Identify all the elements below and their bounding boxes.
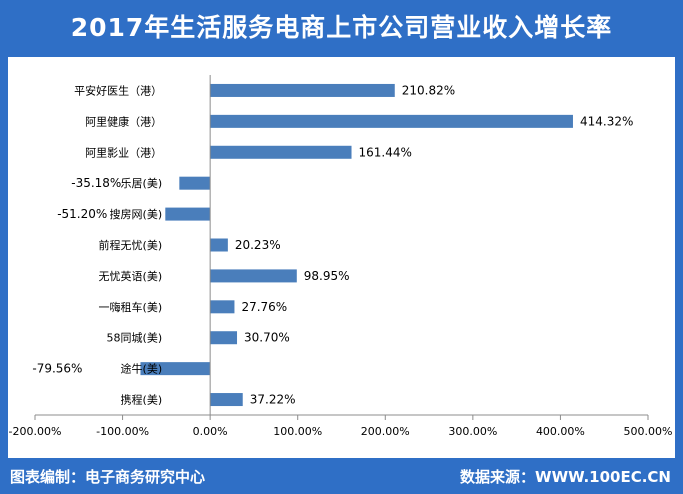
footer-source: 数据来源：WWW.100EC.CN [460, 468, 671, 486]
category-label-7: 一嗨租车(美) [99, 300, 163, 314]
value-label-2: 161.44% [359, 145, 412, 159]
x-tick-label-4: 200.00% [361, 425, 410, 438]
value-label-0: 210.82% [402, 83, 455, 97]
x-tick-label-6: 400.00% [536, 425, 585, 438]
x-tick-label-2: 0.00% [193, 425, 228, 438]
axis-group: -200.00% -100.00% 0.00% 100.00% 200.00% 300.0… [9, 75, 673, 438]
bar-7 [210, 300, 235, 314]
bar-2 [210, 145, 352, 159]
value-label-3: -35.18% [71, 176, 121, 190]
category-label-1: 阿里健康（港） [85, 114, 162, 128]
bar-0 [210, 83, 395, 97]
value-label-1: 414.32% [580, 114, 633, 128]
bar-10 [210, 393, 243, 407]
bar-chart: 平安好医生（港） 阿里健康（港） 阿里影业（港） 乐居(美) 搜房网(美) 前程无忧(美)… [9, 75, 673, 438]
category-label-8: 58同城(美) [107, 332, 163, 345]
x-tick-label-7: 500.00% [624, 425, 673, 438]
category-label-2: 阿里影业（港） [85, 146, 162, 159]
x-tick-label-3: 100.00% [273, 425, 322, 438]
plot-panel: 平安好医生（港） 阿里健康（港） 阿里影业（港） 乐居(美) 搜房网(美) 前程无忧(美)… [8, 57, 675, 458]
bar-4 [165, 207, 211, 221]
bar-8 [210, 331, 238, 345]
value-label-10: 37.22% [250, 393, 296, 407]
value-label-4: -51.20% [57, 207, 107, 221]
value-label-9: -79.56% [32, 362, 82, 376]
x-tick-label-0: -200.00% [9, 425, 62, 438]
value-labels-group: 210.82% 414.32% 161.44% -35.18% -51.20% 20.23… [32, 83, 633, 406]
category-labels-group: 平安好医生（港） 阿里健康（港） 阿里影业（港） 乐居(美) 搜房网(美) 前程无忧(美)… [74, 83, 162, 406]
bar-1 [210, 114, 573, 128]
bar-9 [140, 362, 211, 376]
bars-group [140, 83, 573, 407]
category-label-10: 携程(美) [121, 393, 163, 407]
category-label-3: 乐居(美) [121, 177, 163, 190]
bar-6 [210, 269, 297, 283]
category-label-6: 无忧英语(美) [99, 269, 163, 283]
footer-compiler: 图表编制：电子商务研究中心 [10, 468, 206, 486]
bar-5 [210, 238, 228, 252]
x-tick-label-1: -100.00% [96, 425, 149, 438]
footer: 图表编制：电子商务研究中心 数据来源：WWW.100EC.CN [0, 460, 683, 494]
value-label-5: 20.23% [235, 238, 281, 252]
value-label-7: 27.76% [241, 300, 287, 314]
category-label-5: 前程无忧(美) [99, 238, 163, 252]
value-label-6: 98.95% [304, 269, 350, 283]
category-label-9: 途牛(美) [121, 362, 163, 376]
category-label-4: 搜房网(美) [110, 207, 163, 221]
bar-3 [179, 176, 211, 190]
category-label-0: 平安好医生（港） [74, 83, 162, 97]
chart-title: 2017年生活服务电商上市公司营业收入增长率 [70, 13, 613, 42]
x-tick-label-5: 300.00% [448, 425, 497, 438]
value-label-8: 30.70% [244, 331, 290, 345]
